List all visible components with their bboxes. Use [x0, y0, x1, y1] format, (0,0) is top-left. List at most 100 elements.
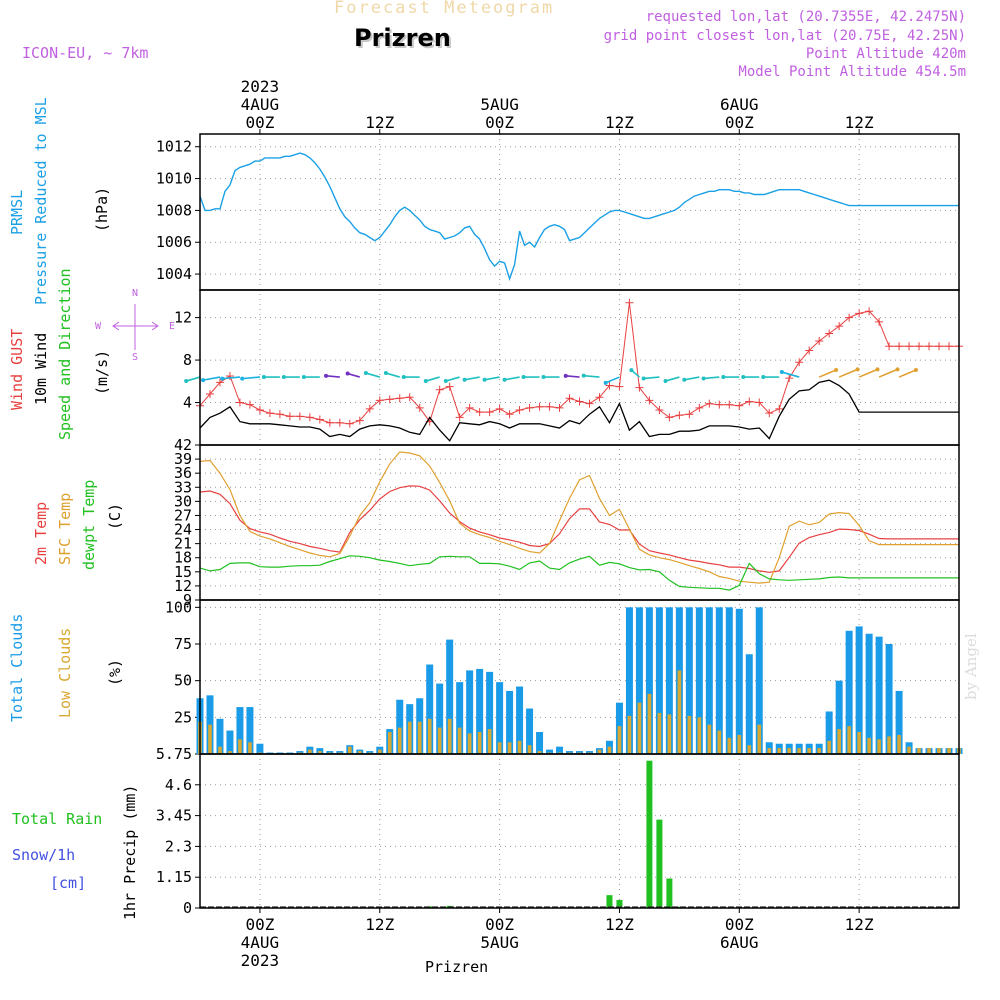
total-cloud-bar: [665, 607, 673, 754]
low-cloud-bar: [907, 746, 911, 754]
wind-arrow-head: [363, 371, 368, 376]
gust-marker: [415, 403, 424, 412]
low-cloud-bar: [248, 742, 252, 754]
wind-direction-arrow: [425, 376, 440, 382]
top-time-label: 4AUG: [241, 95, 280, 114]
top-year-label: 2023: [241, 77, 280, 96]
y-tick-label: 5.75: [156, 745, 192, 763]
gust-marker: [565, 394, 574, 403]
y-tick-label: 4: [183, 394, 192, 412]
gust-marker: [385, 395, 394, 404]
temp-unit-label: (C): [106, 503, 124, 530]
low-cloud-bar: [837, 729, 841, 754]
low-cloud-bar: [348, 746, 352, 754]
total-cloud-bar: [895, 690, 903, 754]
wind-arrow-head: [875, 367, 880, 372]
gust-marker: [885, 342, 894, 351]
wind-direction-arrow: [242, 376, 260, 380]
wind-arrow-head: [629, 368, 634, 373]
low-cloud-bar: [777, 748, 782, 754]
low-cloud-bar: [467, 733, 472, 754]
wind-direction-arrow: [703, 376, 720, 380]
gust-marker: [465, 403, 474, 412]
low-cloud-bar: [807, 748, 811, 754]
bottom-time-label: 4AUG: [241, 933, 280, 952]
y-tick-label: 75: [174, 635, 192, 653]
gust-marker: [705, 399, 714, 408]
gust-marker: [315, 415, 324, 424]
wind-arrow-head: [834, 367, 839, 372]
grid-point: grid point closest lon,lat (20.75E, 42.2…: [603, 28, 966, 44]
total-cloud-bar: [715, 607, 723, 754]
wind-arrow-head: [240, 376, 245, 381]
low-cloud-bar: [238, 739, 242, 754]
bottom-time-label: 6AUG: [720, 933, 759, 952]
gust-marker: [455, 413, 464, 422]
wind-arrow-head: [761, 375, 766, 380]
y-tick-label: 42: [174, 436, 192, 454]
gust-marker: [615, 382, 624, 391]
gust-marker: [605, 381, 614, 390]
wind-direction-arrow: [838, 368, 858, 378]
total-cloud-bar: [546, 749, 554, 754]
rain-bar: [646, 760, 653, 908]
gust-marker: [945, 342, 954, 351]
wind-arrow-head: [581, 373, 586, 378]
total-cloud-bar: [645, 607, 653, 754]
gust-marker: [515, 405, 524, 414]
compass-east-label: E: [169, 321, 175, 332]
total-clouds-ylabel: Total Clouds: [8, 614, 26, 722]
compass-icon: [112, 304, 159, 350]
low-cloud-bar: [507, 742, 512, 754]
panel-frame: [199, 444, 960, 601]
total-cloud-bar: [845, 630, 853, 754]
model-name: ICON-EU, ~ 7km: [22, 44, 149, 62]
temp2m-line: [199, 485, 959, 573]
gust-marker: [355, 416, 364, 425]
wind-arrow-head: [301, 375, 306, 380]
wind-direction-arrow: [222, 376, 241, 380]
y-tick-label: 1010: [156, 170, 192, 188]
low-cloud-bar: [717, 730, 722, 754]
wind-ylabel: 10m Wind: [32, 333, 50, 405]
gust-marker: [765, 409, 774, 418]
y-tick-label: 100: [165, 598, 192, 616]
total-cloud-bar: [226, 730, 234, 754]
wind-arrow-head: [779, 370, 784, 375]
top-time-label: 12Z: [365, 113, 394, 132]
wind-arrow-head: [443, 379, 448, 384]
gust-marker: [205, 390, 214, 399]
low-cloud-bar: [917, 748, 921, 754]
y-tick-label: 1006: [156, 233, 192, 251]
rain-bar: [656, 819, 663, 908]
gust-marker: [925, 342, 934, 351]
wind-direction-arrow: [202, 376, 221, 381]
y-tick-label: 0: [183, 899, 192, 917]
wind-direction-arrow: [818, 369, 837, 378]
total-cloud-bar: [685, 607, 693, 754]
panel-frame: [199, 753, 960, 909]
total-cloud-bar: [456, 682, 464, 754]
wind-direction-arrow: [185, 376, 201, 382]
gust-marker: [395, 394, 404, 403]
requested-point: requested lon,lat (20.7355E, 42.2475N): [645, 9, 966, 25]
low-cloud-bar: [417, 721, 422, 754]
low-cloud-bar: [308, 749, 312, 754]
low-cloud-bar: [827, 740, 831, 754]
compass-north-label: N: [132, 288, 138, 299]
chart-title-faded: Forecast Meteogram: [334, 0, 555, 18]
footer-station: Prizren: [425, 958, 489, 976]
gust-marker: [255, 405, 264, 414]
low-cloud-bar: [437, 727, 442, 754]
wind-arrow-head: [895, 367, 900, 372]
total-cloud-bar: [216, 718, 224, 754]
rain-bar: [616, 899, 623, 908]
total-cloud-bar: [655, 607, 663, 754]
total-cloud-bar: [536, 732, 544, 754]
top-time-label: 12Z: [845, 113, 874, 132]
y-tick-label: 33: [174, 478, 192, 496]
low-cloud-bar: [707, 724, 712, 754]
gust-marker: [805, 346, 814, 355]
bottom-time-label: 12Z: [365, 915, 394, 934]
